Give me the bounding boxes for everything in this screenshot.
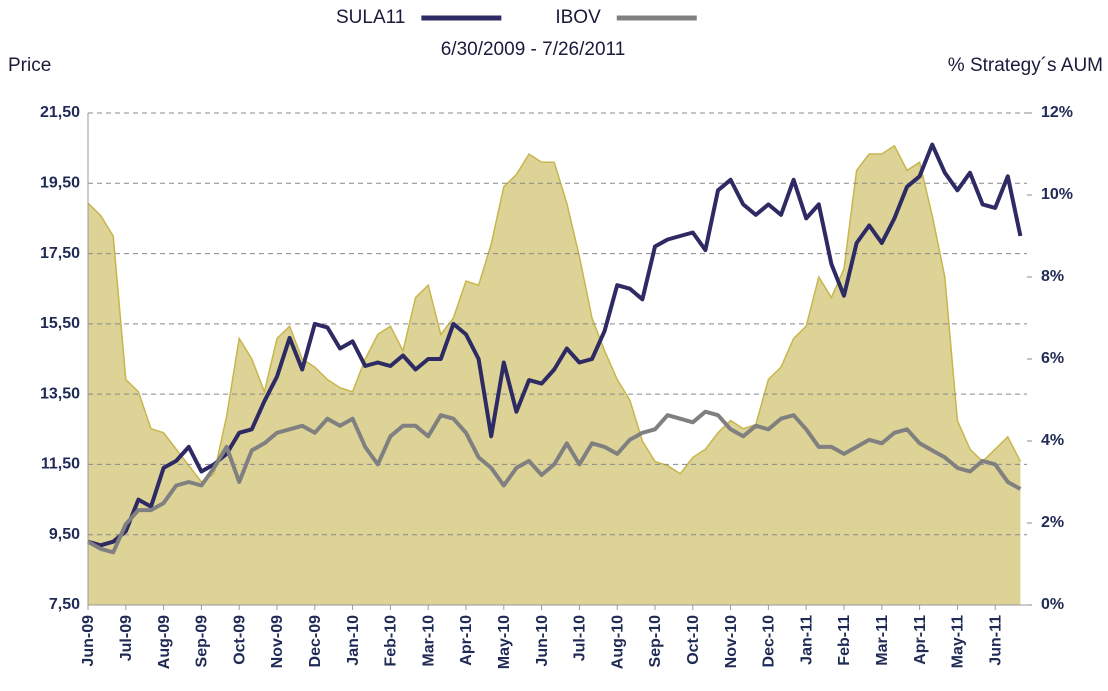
y-axis-label: Price — [8, 55, 51, 76]
area-edge — [87, 144, 1022, 484]
y-tick-label: 7,50 — [49, 596, 80, 613]
y-tick-label: 19,50 — [40, 175, 80, 192]
x-tick-label: Nov-10 — [723, 615, 740, 668]
x-tick-label: Mar-10 — [420, 615, 437, 667]
x-tick-label: Dec-10 — [761, 615, 778, 668]
x-tick-label: Jun-11 — [987, 615, 1004, 666]
x-tick-label: Oct-09 — [231, 615, 248, 665]
x-tick-label: Feb-10 — [383, 615, 400, 667]
line — [87, 142, 1023, 548]
line — [87, 409, 1022, 555]
x-tick-label: Nov-09 — [269, 615, 286, 668]
x-tick-label: Dec-09 — [307, 615, 324, 668]
chart-subtitle: 6/30/2009 - 7/26/2011 — [441, 39, 626, 60]
x-tick-label: Oct-10 — [685, 615, 702, 665]
x-tick-label: Feb-11 — [836, 615, 853, 666]
y2-tick-label: 10% — [1041, 186, 1073, 203]
legend-label: SULA11 — [336, 7, 405, 28]
x-tick-label: Jan-10 — [345, 615, 362, 666]
y2-tick-label: 8% — [1041, 268, 1064, 285]
x-tick-label: Aug-09 — [156, 615, 173, 669]
x-tick-label: Sep-09 — [194, 615, 211, 668]
x-tick-label: Sep-10 — [647, 615, 664, 668]
x-tick-label: May-11 — [950, 615, 967, 668]
x-tick-label: Jul-09 — [118, 615, 135, 661]
x-tick-label: Jun-09 — [80, 615, 97, 667]
y-tick-label: 9,50 — [49, 526, 80, 543]
x-tick-label: Aug-10 — [609, 615, 626, 669]
legend-label: IBOV — [555, 7, 601, 28]
y-tick-label: 13,50 — [40, 385, 80, 402]
x-tick-label: May-10 — [496, 615, 513, 669]
x-tick-label: Apr-11 — [912, 615, 929, 665]
x-tick-label: Apr-10 — [458, 615, 475, 666]
y2-tick-label: 4% — [1041, 432, 1064, 449]
y-tick-label: 21,50 — [40, 104, 80, 121]
y-tick-label: 11,50 — [41, 456, 80, 473]
y-tick-label: 17,50 — [40, 245, 80, 262]
x-tick-label: Jul-10 — [572, 615, 589, 661]
x-tick-label: Mar-11 — [874, 615, 891, 666]
x-tick-label: Jan-11 — [798, 615, 815, 665]
y2-tick-label: 12% — [1041, 104, 1073, 121]
y2-tick-label: 2% — [1041, 514, 1064, 531]
y2-tick-label: 6% — [1041, 350, 1064, 367]
area — [88, 145, 1021, 606]
y-tick-label: 15,50 — [40, 315, 80, 332]
y2-axis-label: % Strategy´s AUM — [948, 55, 1103, 76]
y2-tick-label: 0% — [1041, 596, 1064, 613]
x-tick-label: Jun-10 — [534, 615, 551, 667]
